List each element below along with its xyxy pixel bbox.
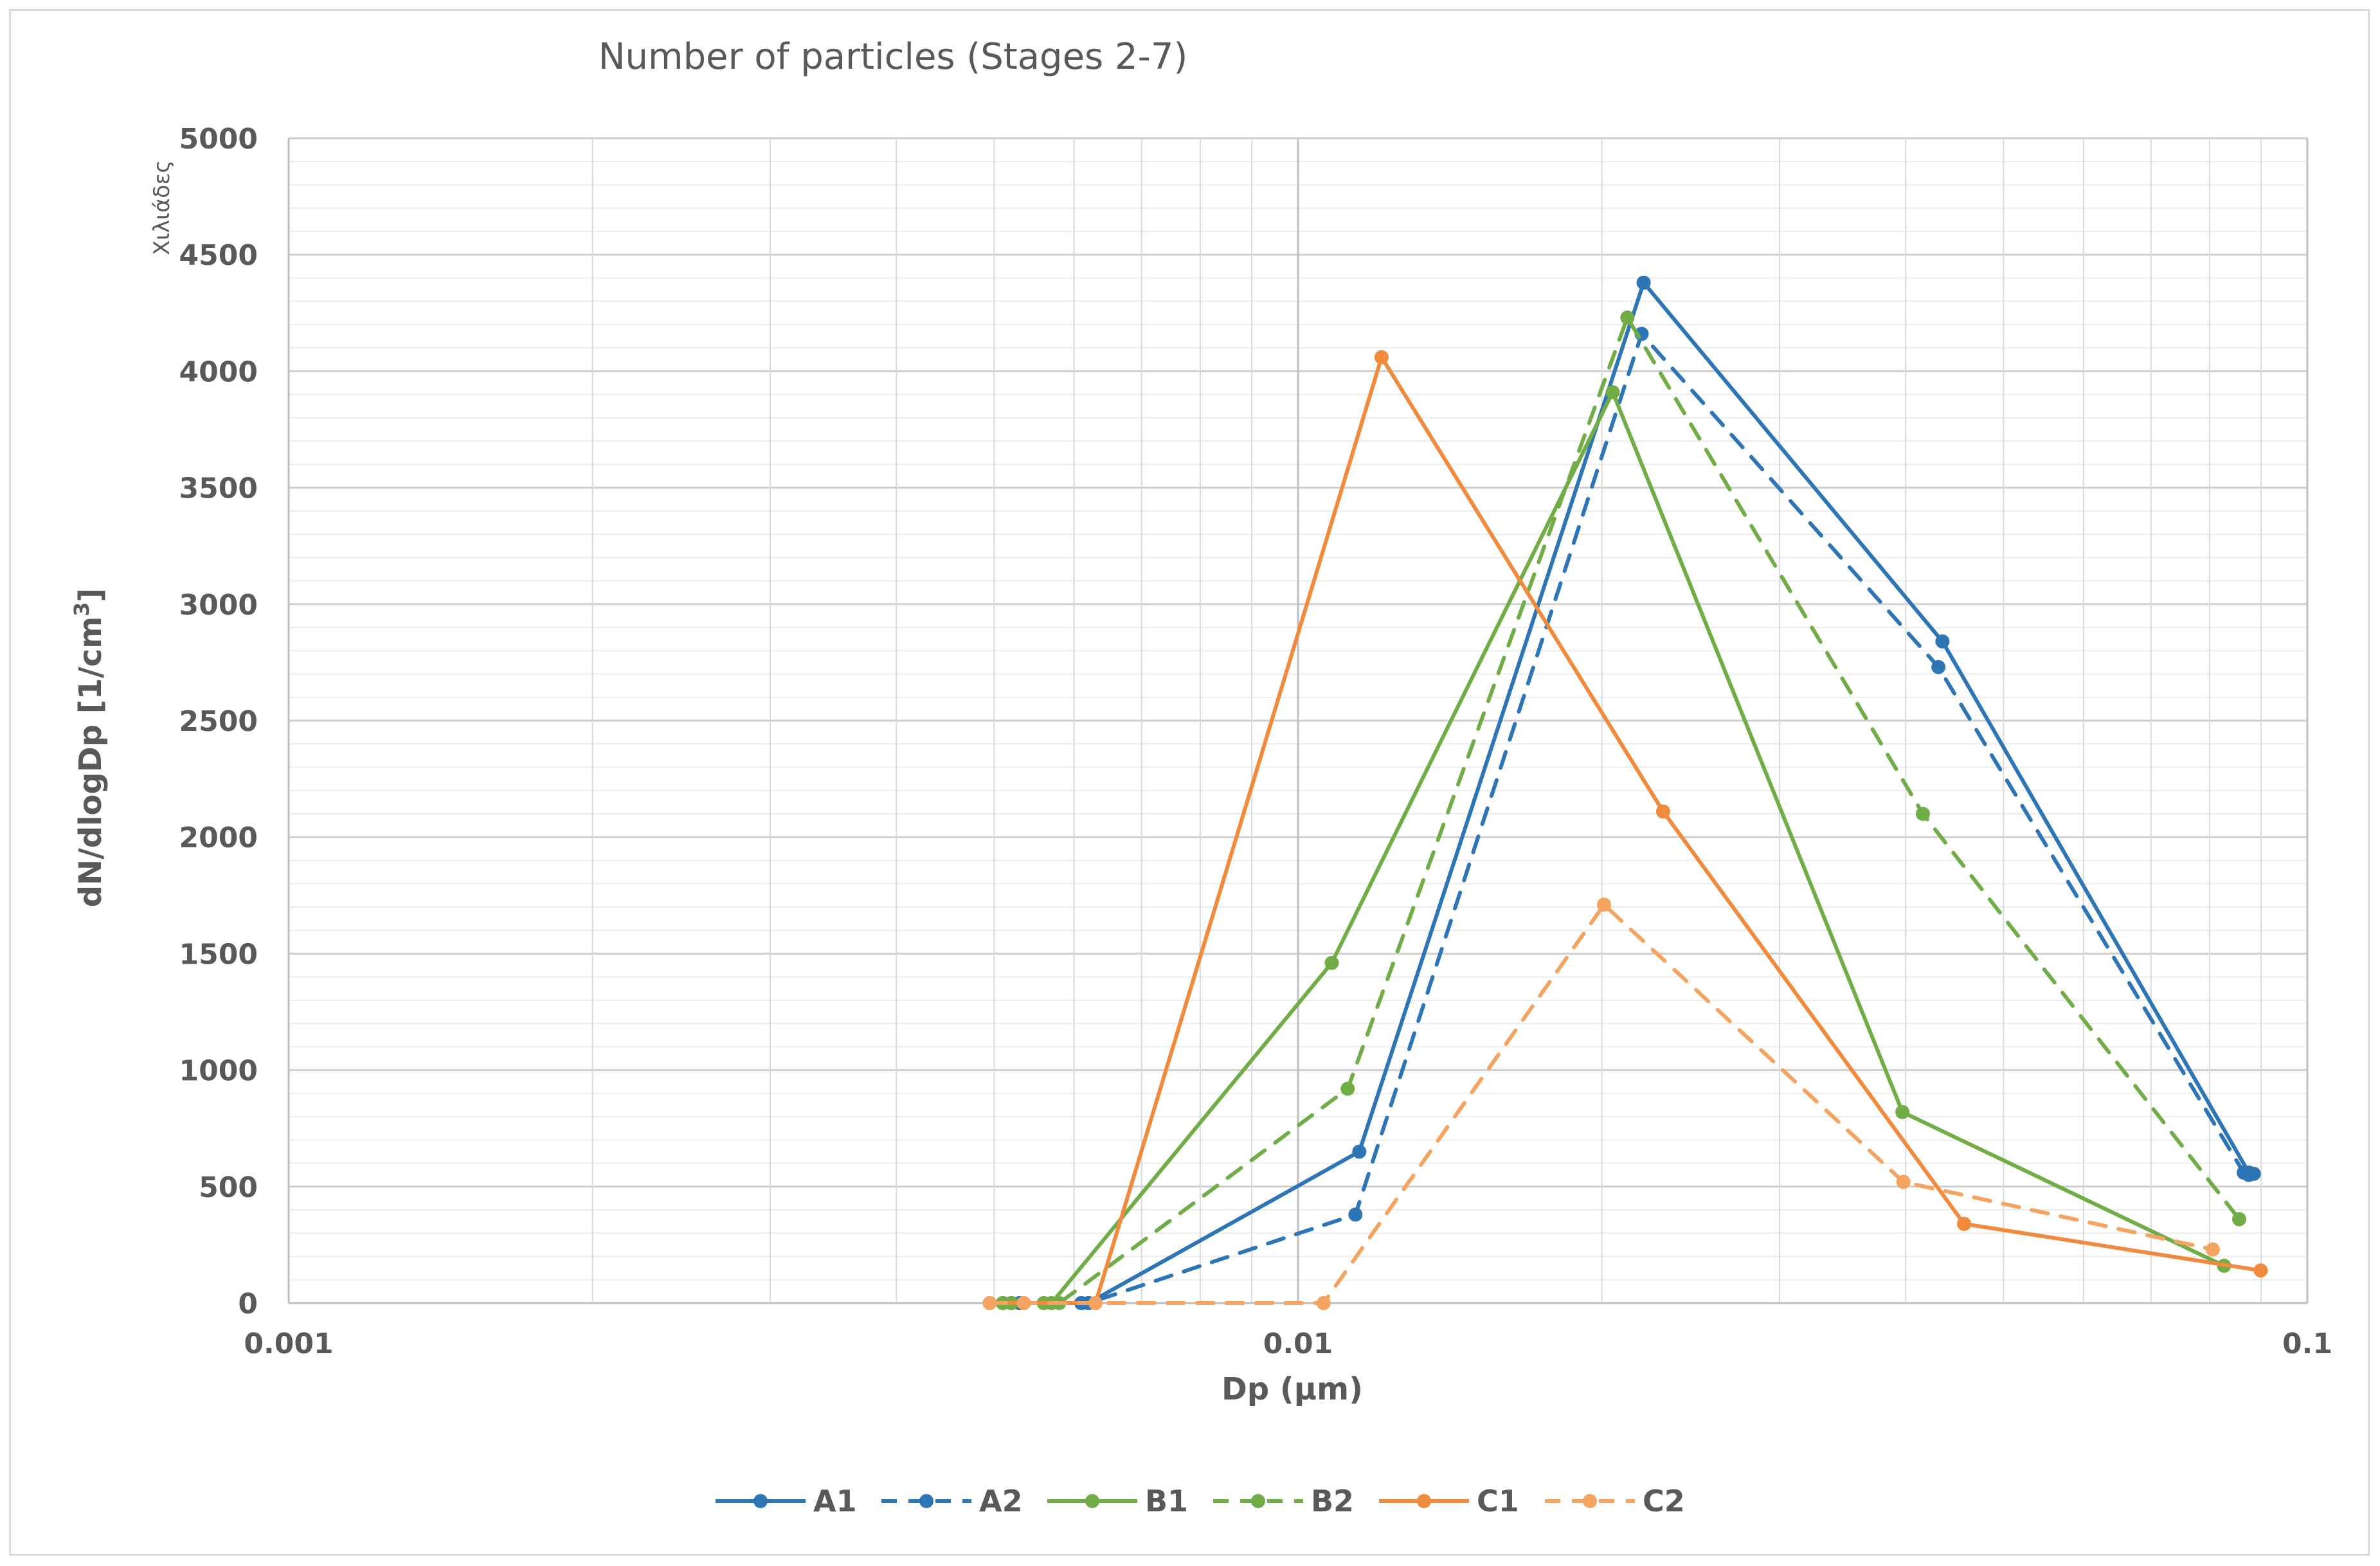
legend-label: A2 — [979, 1484, 1023, 1518]
legend-marker — [1085, 1494, 1099, 1508]
data-point — [1931, 660, 1946, 674]
data-point — [1597, 897, 1612, 912]
y-tick-label: 1000 — [179, 1055, 258, 1088]
legend-label: A1 — [813, 1484, 857, 1518]
legend-label: B2 — [1311, 1484, 1354, 1518]
legend-item-b1: B1 — [1047, 1484, 1188, 1518]
legend-marker — [1583, 1494, 1597, 1508]
legend: A1 A2 B1 B2 C1 C2 — [716, 1484, 1685, 1518]
data-point — [1016, 1296, 1031, 1310]
legend-item-c2: C2 — [1545, 1484, 1685, 1518]
legend-label: B1 — [1145, 1484, 1188, 1518]
data-point — [1957, 1216, 1972, 1231]
data-point — [1348, 1207, 1363, 1222]
data-point — [2241, 1167, 2256, 1182]
data-point — [1655, 804, 1670, 819]
series-c2 — [982, 897, 2220, 1310]
y-axis-label-main: dN/dlogDp [1/cm — [73, 616, 109, 907]
legend-item-b2: B2 — [1213, 1484, 1354, 1518]
chart-frame: 0 500 1000 1500 2000 2500 3000 3500 4000 4500 5000… — [9, 9, 2370, 1556]
data-point — [1352, 1144, 1367, 1159]
series-layer — [982, 275, 2268, 1310]
y-unit-note: Χιλιάδες — [149, 160, 175, 255]
data-point — [1895, 1104, 1910, 1119]
legend-item-c1: C1 — [1379, 1484, 1519, 1518]
grid-layer — [287, 137, 2309, 1304]
data-point — [1636, 275, 1651, 290]
ticks-layer: 0 500 1000 1500 2000 2500 3000 3500 4000 4500 5000… — [179, 123, 2332, 1360]
data-point — [2253, 1263, 2268, 1278]
legend-label: C1 — [1477, 1484, 1519, 1518]
x-tick-label: 0.001 — [244, 1328, 333, 1360]
y-tick-label: 4000 — [179, 356, 258, 388]
y-tick-label: 4500 — [179, 239, 258, 272]
data-point — [2231, 1212, 2246, 1227]
chart-svg: 0 500 1000 1500 2000 2500 3000 3500 4000 4500 5000… — [69, 36, 2332, 1518]
y-tick-label: 2500 — [179, 705, 258, 738]
data-point — [1915, 806, 1930, 821]
legend-item-a1: A1 — [716, 1484, 857, 1518]
y-tick-label: 1500 — [179, 938, 258, 971]
data-point — [1935, 634, 1950, 649]
data-point — [1340, 1081, 1355, 1096]
y-tick-label: 3500 — [179, 473, 258, 505]
legend-item-a2: A2 — [881, 1484, 1023, 1518]
chart-title: Number of particles (Stages 2-7) — [599, 36, 1188, 78]
y-tick-label: 3000 — [179, 589, 258, 622]
data-point — [1896, 1174, 1911, 1189]
data-point — [2205, 1242, 2220, 1257]
legend-label: C2 — [1643, 1484, 1685, 1518]
legend-marker — [919, 1494, 933, 1508]
y-tick-label: 2000 — [179, 822, 258, 854]
data-point — [1324, 955, 1339, 970]
data-point — [1374, 350, 1389, 364]
y-axis-label-sup: 3 — [69, 602, 94, 616]
data-point — [1605, 385, 1620, 400]
x-tick-label: 0.1 — [2282, 1328, 2332, 1360]
y-tick-label: 5000 — [179, 123, 258, 156]
x-tick-label: 0.01 — [1263, 1328, 1333, 1360]
legend-marker — [1251, 1494, 1265, 1508]
y-axis-label: dN/dlogDp [1/cm3] — [69, 588, 109, 908]
legend-marker — [1417, 1494, 1431, 1508]
data-point — [982, 1296, 997, 1310]
data-point — [1316, 1296, 1331, 1310]
data-point — [1620, 310, 1635, 325]
legend-marker — [753, 1494, 768, 1508]
data-point — [1088, 1296, 1103, 1310]
y-tick-label: 500 — [199, 1171, 258, 1204]
x-axis-label: Dp (μm) — [1222, 1371, 1363, 1407]
y-axis-label-close: ] — [73, 588, 109, 602]
y-tick-label: 0 — [238, 1288, 258, 1320]
